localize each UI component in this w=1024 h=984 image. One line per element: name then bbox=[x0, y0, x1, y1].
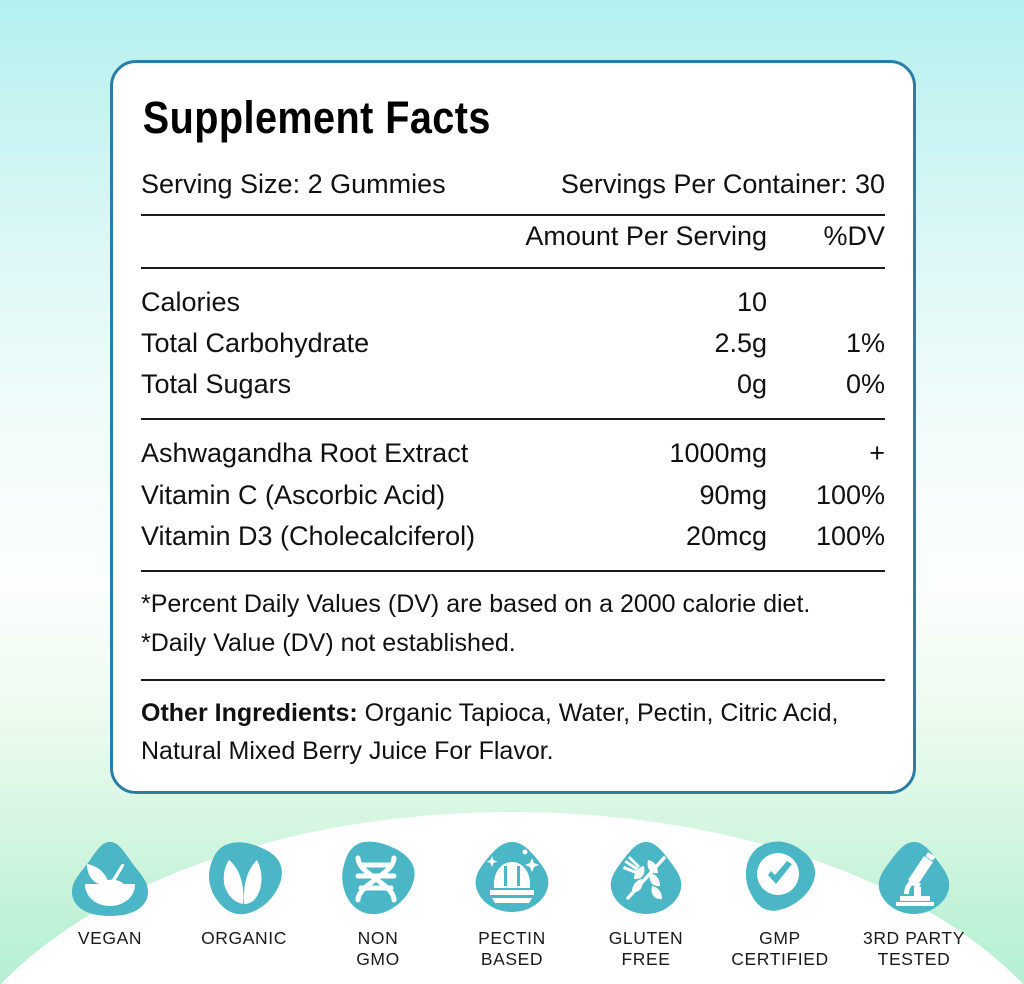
other-ingredients-label: Other Ingredients: bbox=[141, 698, 358, 727]
table-row: Total Carbohydrate 2.5g 1% bbox=[141, 323, 885, 364]
divider-above-ingredients bbox=[141, 418, 885, 421]
checkmark-icon bbox=[736, 838, 824, 920]
table-row: Calories 10 bbox=[141, 282, 885, 323]
ingredient-dv: + bbox=[869, 438, 885, 469]
badge-label: ORGANIC bbox=[201, 928, 287, 948]
certification-badge-strip: VEGAN ORGANIC NON GMO bbox=[0, 838, 1024, 971]
nutrient-name: Total Carbohydrate bbox=[141, 327, 370, 358]
badge-label: GLUTEN FREE bbox=[608, 928, 684, 970]
leaves-icon bbox=[200, 838, 288, 920]
badge-organic: ORGANIC bbox=[180, 838, 308, 949]
table-row: Vitamin C (Ascorbic Acid) 90mg 100% bbox=[141, 475, 885, 516]
badge-label: PECTIN BASED bbox=[478, 928, 546, 970]
dna-helix-icon bbox=[334, 838, 422, 920]
servings-per-container-text: Servings Per Container: 30 bbox=[560, 169, 885, 199]
jelly-icon bbox=[468, 838, 556, 920]
supplement-facts-table: Serving Size: 2 Gummies Servings Per Con… bbox=[141, 164, 885, 770]
amount-per-serving-header: Amount Per Serving bbox=[525, 221, 767, 252]
table-row: Total Sugars 0g 0% bbox=[141, 364, 885, 405]
serving-size-text: Serving Size: 2 Gummies bbox=[141, 169, 446, 199]
percent-dv-header: %DV bbox=[823, 221, 885, 252]
column-header-row: Amount Per Serving %DV bbox=[141, 216, 885, 257]
nutrient-name: Total Sugars bbox=[141, 369, 292, 400]
ingredient-name: Vitamin C (Ascorbic Acid) bbox=[141, 479, 446, 510]
ingredient-dv: 100% bbox=[815, 521, 885, 552]
badge-gmp-certified: GMP CERTIFIED bbox=[716, 838, 844, 971]
badge-vegan: VEGAN bbox=[46, 838, 174, 949]
supplement-facts-card: Supplement Facts Serving Size: 2 Gummies… bbox=[110, 60, 916, 794]
page-title: Supplement Facts bbox=[142, 92, 491, 143]
nutrient-amount: 10 bbox=[736, 286, 767, 317]
divider-under-serving bbox=[141, 214, 885, 217]
nutrient-amount: 2.5g bbox=[714, 327, 767, 358]
badge-non-gmo: NON GMO bbox=[314, 838, 442, 971]
badge-3rd-party-tested: 3RD PARTY TESTED bbox=[850, 838, 978, 971]
ingredient-name: Ashwagandha Root Extract bbox=[141, 438, 469, 469]
nutrient-amount: 0g bbox=[736, 369, 767, 400]
badge-label: GMP CERTIFIED bbox=[731, 928, 829, 970]
divider-above-footnotes bbox=[141, 570, 885, 573]
ingredient-dv: 100% bbox=[815, 479, 885, 510]
bowl-leaf-icon bbox=[66, 838, 154, 920]
divider-above-other-ingredients bbox=[141, 678, 885, 681]
badge-label: 3RD PARTY TESTED bbox=[862, 928, 965, 970]
divider-under-headers bbox=[141, 266, 885, 269]
ingredient-amount: 90mg bbox=[699, 479, 767, 510]
nutrient-dv: 1% bbox=[845, 327, 885, 358]
badge-gluten-free: GLUTEN FREE bbox=[582, 838, 710, 971]
footnote-daily-values: *Percent Daily Values (DV) are based on … bbox=[141, 590, 811, 619]
nutrient-dv: 0% bbox=[845, 369, 885, 400]
table-row: Vitamin D3 (Cholecalciferol) 20mcg 100% bbox=[141, 516, 885, 557]
wheat-slash-icon bbox=[602, 838, 690, 920]
ingredient-name: Vitamin D3 (Cholecalciferol) bbox=[141, 521, 476, 552]
other-ingredients-block: Other Ingredients: Organic Tapioca, Wate… bbox=[141, 694, 885, 771]
ingredient-amount: 20mcg bbox=[685, 521, 767, 552]
other-ingredients-text: Organic Tapioca, Water, Pectin, Citric A… bbox=[141, 698, 839, 766]
nutrient-name: Calories bbox=[141, 286, 241, 317]
badge-label: NON GMO bbox=[356, 928, 400, 970]
badge-pectin-based: PECTIN BASED bbox=[448, 838, 576, 971]
table-row: Ashwagandha Root Extract 1000mg + bbox=[141, 433, 885, 474]
ingredient-amount: 1000mg bbox=[669, 438, 767, 469]
badge-label: VEGAN bbox=[77, 928, 143, 948]
microscope-icon bbox=[870, 838, 958, 920]
footnote-dv-not-established: *Daily Value (DV) not established. bbox=[141, 629, 516, 658]
serving-info-row: Serving Size: 2 Gummies Servings Per Con… bbox=[141, 164, 885, 205]
